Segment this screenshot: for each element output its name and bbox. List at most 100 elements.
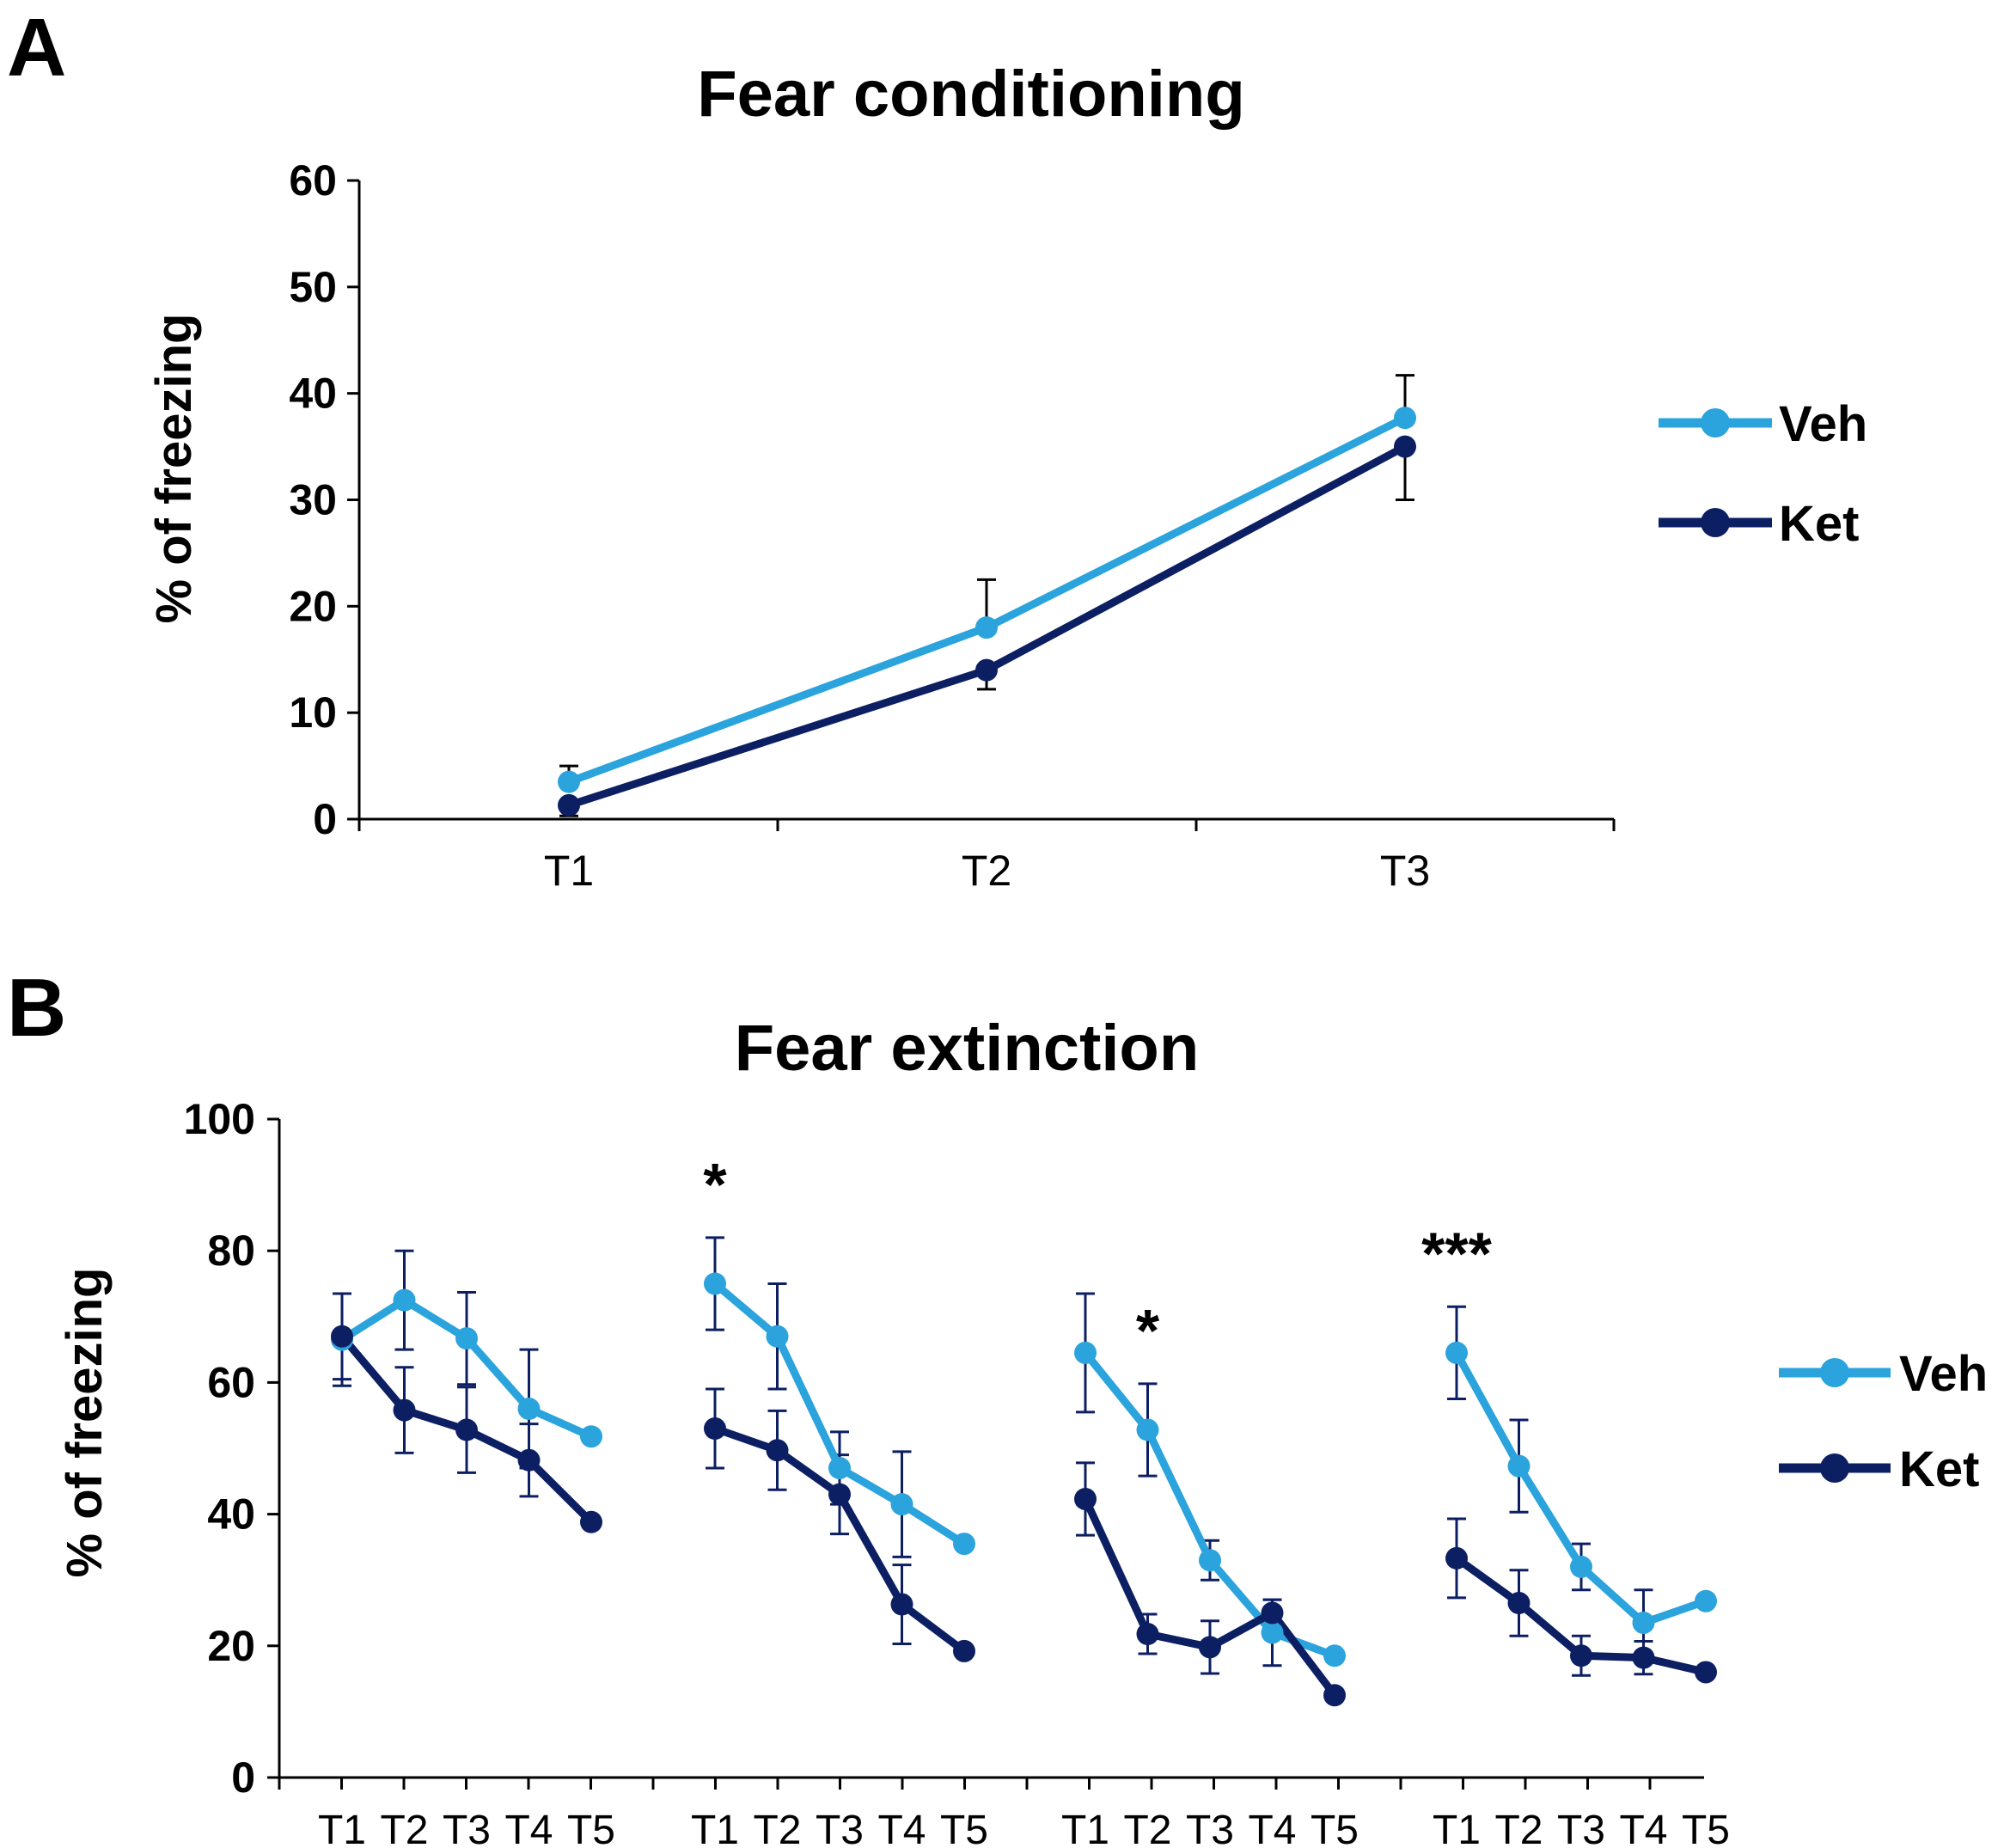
chart-b-xtick-label: T3 [816,1808,864,1848]
chart-b-point-veh [953,1533,975,1556]
chart-a-point-ket [558,793,580,817]
chart-b-point-veh [1445,1341,1468,1364]
chart-b-point-ket [1074,1487,1097,1510]
chart-b-point-ket [1136,1623,1159,1646]
chart-b-point-veh [580,1425,602,1448]
chart-a-legend-marker [1701,508,1730,537]
chart-b-xtick-label: T4 [504,1808,553,1848]
chart-b-point-ket [331,1325,353,1348]
chart-a: 0 10 20 30 40 50 60 T1 T2 T3 Veh Ket [289,156,1867,895]
chart-b-point-ket [1445,1546,1468,1570]
chart-b-point-veh [1323,1644,1346,1667]
chart-a-point-veh [975,616,998,639]
chart-b-point-veh [1261,1621,1284,1644]
chart-b-xtick-label: T3 [1557,1808,1605,1848]
chart-b-point-ket [1199,1636,1221,1659]
chart-b-ylabel: % of freezing [57,1268,113,1578]
panel-letter-b: B [7,962,66,1054]
chart-a-ytick-label: 40 [289,370,337,418]
chart-b-ytick-label: 0 [231,1753,255,1802]
chart-b-point-veh [455,1327,478,1350]
chart-b-point-veh [393,1288,416,1312]
chart-b-ytick-label: 60 [207,1358,255,1406]
chart-b-point-veh [1570,1555,1592,1578]
chart-a-legend-label: Ket [1779,496,1859,552]
chart-b-series-line-veh [1082,1350,1336,1660]
chart-a-xtick-label: T2 [962,847,1011,895]
chart-b-point-veh [1507,1454,1530,1478]
chart-b-ytick-label: 100 [184,1095,255,1143]
chart-b-significance-marker: * [703,1151,727,1218]
chart-a-point-ket [1394,435,1416,458]
chart-a-point-veh [1394,407,1416,430]
chart-a-ytick-label: 10 [289,688,337,737]
chart-a-ytick-label: 60 [289,156,337,205]
chart-b-point-ket [1632,1646,1655,1669]
chart-b-xtick-label: T2 [1123,1808,1171,1848]
chart-a-ytick-label: 30 [289,476,337,524]
chart-b-ytick-label: 40 [207,1490,255,1539]
chart-b-xtick-label: T2 [380,1808,428,1848]
chart-b-xtick-label: T4 [877,1808,926,1848]
chart-a-legend-label: Veh [1779,396,1867,452]
chart-b-xtick-label: T5 [1311,1808,1359,1848]
panel-letter-a: A [7,2,66,94]
chart-a-point-veh [558,770,580,793]
chart-b-xtick-label: T5 [567,1808,615,1848]
chart-b-xtick-label: T1 [318,1808,366,1848]
chart-a-title: Fear conditioning [697,58,1245,131]
chart-b-legend-marker [1820,1453,1849,1483]
chart-b-point-ket [517,1448,541,1472]
chart-a-ytick-label: 20 [289,582,337,630]
chart-b-point-ket [1323,1684,1346,1707]
chart-b-legend-label: Veh [1899,1346,1988,1402]
chart-a-xtick-label: T3 [1380,847,1430,895]
chart-b-xtick-label: T4 [1248,1808,1296,1848]
chart-a-xtick-label: T1 [544,847,594,895]
chart-b-point-ket [828,1483,851,1506]
chart-b-point-veh [1632,1611,1655,1634]
chart-a-point-ket [975,658,998,682]
chart-a-legend-marker [1701,408,1730,438]
chart-b-ytick-label: 20 [207,1622,255,1670]
chart-b-title: Fear extinction [735,1012,1200,1085]
chart-b-point-ket [1507,1592,1530,1615]
chart-b-point-veh [517,1398,541,1421]
chart-b-point-veh [1136,1418,1159,1441]
chart-b-point-ket [393,1398,416,1422]
chart-b-xtick-label: T1 [691,1808,739,1848]
chart-b-point-veh [1695,1589,1717,1612]
chart-b-xtick-label: T1 [1433,1808,1481,1848]
chart-b-point-veh [704,1272,726,1295]
chart-a-ytick-label: 50 [289,263,337,311]
chart-a-ylabel: % of freezing [146,314,202,624]
chart-b-xtick-label: T5 [1682,1808,1730,1848]
chart-b-point-veh [1199,1549,1221,1572]
chart-b-legend-marker [1820,1358,1849,1387]
chart-b-ytick-label: 80 [207,1227,255,1275]
chart-b-xtick-label: T3 [443,1808,491,1848]
chart-b-significance-marker: * [1136,1297,1160,1364]
chart-b-point-ket [1570,1644,1592,1667]
chart-b: 0 20 40 60 80 100 T1 T2 T3 T4 T5 T1 T2 T3 T4 T5 T1 T2 T3 T4… [184,1095,1989,1848]
chart-b-point-ket [890,1593,913,1616]
chart-b-xtick-label: T5 [940,1808,988,1848]
chart-b-point-ket [953,1639,975,1662]
chart-b-point-ket [1261,1601,1284,1625]
chart-b-significance-marker: *** [1421,1220,1492,1287]
chart-b-point-ket [455,1418,478,1441]
chart-b-point-ket [1695,1661,1717,1684]
chart-b-point-veh [1074,1341,1097,1364]
chart-b-point-veh [766,1325,789,1348]
chart-b-point-veh [828,1456,851,1479]
chart-b-point-ket [580,1510,602,1533]
chart-a-ytick-label: 0 [313,795,337,843]
chart-b-xtick-label: T4 [1619,1808,1667,1848]
chart-b-xtick-label: T3 [1186,1808,1234,1848]
chart-b-point-ket [704,1417,726,1441]
chart-b-xtick-label: T2 [753,1808,801,1848]
chart-b-xtick-label: T2 [1494,1808,1543,1848]
chart-b-point-ket [766,1439,789,1462]
chart-b-point-veh [890,1493,913,1516]
